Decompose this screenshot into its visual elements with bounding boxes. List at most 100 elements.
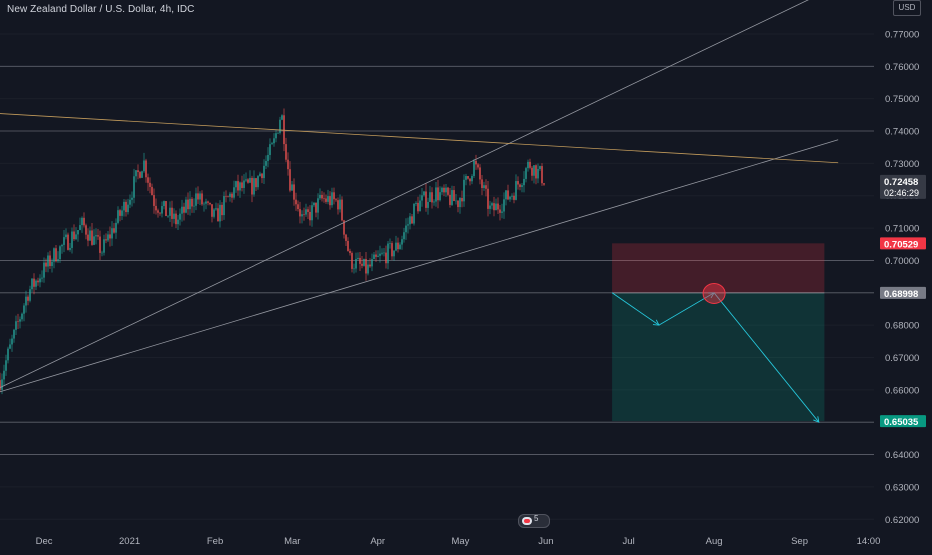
- candle-body: [103, 239, 105, 253]
- candle-body: [377, 255, 379, 257]
- candle-body: [49, 255, 51, 267]
- candle-body: [99, 236, 101, 253]
- candle-body: [259, 173, 261, 177]
- candle-body: [51, 261, 53, 267]
- candle-body: [295, 199, 297, 205]
- price-label: 0.68998: [884, 289, 918, 300]
- candle-body: [161, 206, 163, 214]
- candle-body: [367, 264, 369, 274]
- candle-body: [389, 243, 391, 244]
- candle-body: [95, 235, 97, 237]
- candle-body: [395, 242, 397, 251]
- candle-body: [169, 207, 171, 216]
- candle-body: [199, 193, 201, 200]
- candle-body: [225, 196, 227, 197]
- candle-body: [535, 165, 537, 179]
- candle-body: [463, 179, 465, 202]
- symbol-legend[interactable]: New Zealand Dollar / U.S. Dollar, 4h, ID…: [7, 4, 195, 15]
- candle-body: [65, 234, 67, 238]
- trendlines[interactable]: [0, 0, 839, 393]
- candle-body: [195, 193, 197, 206]
- candle-body: [455, 200, 457, 202]
- candle-body: [29, 289, 31, 301]
- y-tick-label: 0.74000: [885, 127, 919, 138]
- candle-body: [527, 161, 529, 169]
- candle-body: [85, 225, 87, 235]
- candle-body: [203, 203, 205, 205]
- time-axis[interactable]: Dec 2021 Feb Mar Apr May Jun Jul Aug Sep 14:00: [36, 536, 881, 547]
- currency-badge[interactable]: USD: [893, 0, 921, 16]
- candle-body: [355, 258, 357, 269]
- y-tick-label: 0.66000: [885, 385, 919, 396]
- candle-body: [505, 190, 507, 200]
- candle-body: [437, 187, 439, 201]
- candle-body: [337, 200, 339, 210]
- candle-body: [73, 231, 75, 240]
- candle-body: [403, 232, 405, 240]
- candle-body: [325, 198, 327, 202]
- highlight-marker: [702, 282, 726, 304]
- candle-body: [441, 187, 443, 193]
- candle-body: [399, 244, 401, 250]
- candle-body: [171, 207, 173, 219]
- candle-body: [159, 212, 161, 214]
- candle-body: [141, 171, 143, 178]
- candle-body: [173, 213, 175, 219]
- x-tick-label: 14:00: [857, 536, 881, 547]
- y-tick-label: 0.77000: [885, 29, 919, 40]
- candle-body: [319, 194, 321, 199]
- candle-body: [125, 201, 127, 213]
- candle-body: [135, 170, 137, 177]
- candle-body: [445, 187, 447, 193]
- price-label: 0.70529: [884, 239, 918, 250]
- candle-body: [415, 202, 417, 204]
- candle-body: [519, 184, 521, 187]
- candle-body: [249, 177, 251, 183]
- candle-body: [417, 202, 419, 212]
- candle-body: [293, 184, 295, 200]
- candle-body: [371, 259, 373, 267]
- candle-body: [487, 188, 489, 209]
- candle-body: [477, 164, 479, 168]
- candle-body: [101, 252, 103, 254]
- candle-body: [89, 230, 91, 241]
- candle-body: [281, 115, 283, 120]
- candle-body: [157, 210, 159, 213]
- candle-body: [261, 173, 263, 179]
- candle-body: [235, 181, 237, 188]
- x-tick-label: Aug: [706, 536, 723, 547]
- candle-body: [115, 222, 117, 233]
- events-badge[interactable]: 5: [518, 514, 550, 528]
- candle-body: [255, 178, 257, 188]
- candle-body: [143, 160, 145, 172]
- candle-body: [191, 198, 193, 207]
- candle-body: [483, 185, 485, 189]
- candle-body: [263, 165, 265, 179]
- candle-body: [71, 231, 73, 248]
- candle-body: [175, 213, 177, 225]
- candle-body: [253, 178, 255, 195]
- candle-body: [181, 206, 183, 214]
- candle-body: [11, 338, 13, 345]
- candle-body: [185, 199, 187, 213]
- countdown-label: 02:46:29: [884, 188, 919, 198]
- candle-body: [457, 200, 459, 208]
- candle-body: [515, 181, 517, 200]
- candle-body: [427, 201, 429, 208]
- candle-body: [287, 159, 289, 170]
- candle-body: [47, 255, 49, 267]
- candle-body: [31, 278, 33, 290]
- candle-body: [369, 264, 371, 267]
- candle-body: [179, 213, 181, 220]
- candle-body: [373, 254, 375, 260]
- candle-body: [0, 380, 1, 390]
- x-tick-label: Feb: [207, 536, 223, 547]
- candle-body: [145, 160, 147, 178]
- candle-body: [467, 176, 469, 179]
- candle-body: [87, 234, 89, 241]
- price-axis[interactable]: 0.770000.760000.750000.740000.730000.720…: [885, 29, 919, 525]
- candle-body: [155, 205, 157, 211]
- x-tick-label: Apr: [370, 536, 385, 547]
